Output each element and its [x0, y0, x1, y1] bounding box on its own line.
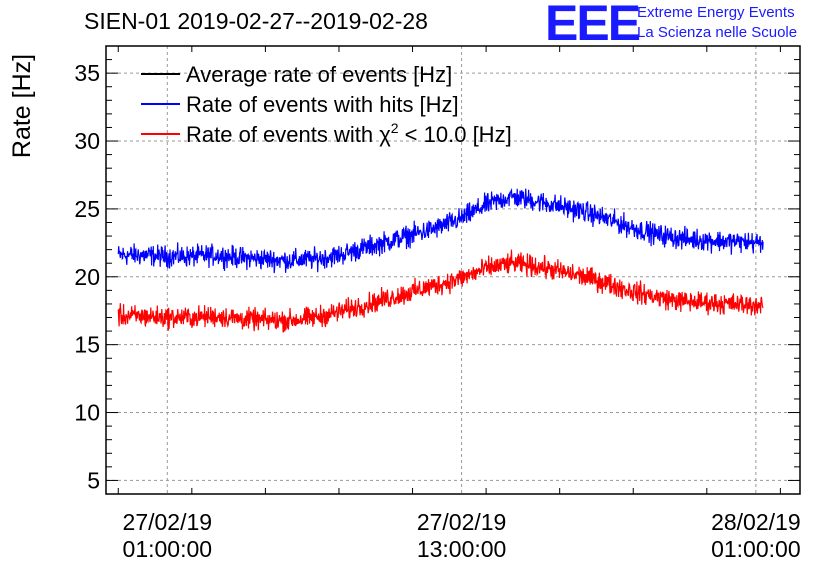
y-tick-label: 25: [74, 196, 100, 222]
chart-title: SIEN-01 2019-02-27--2019-02-28: [84, 8, 428, 34]
y-tick-label: 30: [74, 128, 100, 154]
series-line-0: [117, 188, 764, 274]
x-tick-label-date: 27/02/19: [123, 509, 213, 535]
x-tick-label-date: 27/02/19: [417, 509, 507, 535]
series-line-1: [117, 249, 764, 333]
y-tick-label: 10: [74, 400, 100, 426]
x-tick-label-date: 28/02/19: [711, 509, 801, 535]
x-tick-label-time: 01:00:00: [711, 536, 801, 562]
legend-entry-0: Average rate of events [Hz]: [186, 62, 452, 87]
y-tick-label: 15: [74, 332, 100, 358]
x-tick-label-time: 13:00:00: [417, 536, 507, 562]
brand-line-1: Extreme Energy Events: [637, 4, 795, 21]
y-tick-label: 5: [87, 467, 100, 493]
plot-frame: [105, 45, 801, 495]
y-axis-label: Rate [Hz]: [8, 54, 36, 158]
legend-entry-2: Rate of events with χ2 < 10.0 [Hz]: [186, 120, 512, 147]
x-tick-label-time: 01:00:00: [123, 536, 213, 562]
y-tick-label: 35: [74, 60, 100, 86]
brand-line-2: La Scienza nelle Scuole: [637, 24, 798, 41]
y-tick-label: 20: [74, 264, 100, 290]
eee-logo: EEE: [545, 0, 641, 51]
legend-entry-1: Rate of events with hits [Hz]: [186, 92, 459, 117]
